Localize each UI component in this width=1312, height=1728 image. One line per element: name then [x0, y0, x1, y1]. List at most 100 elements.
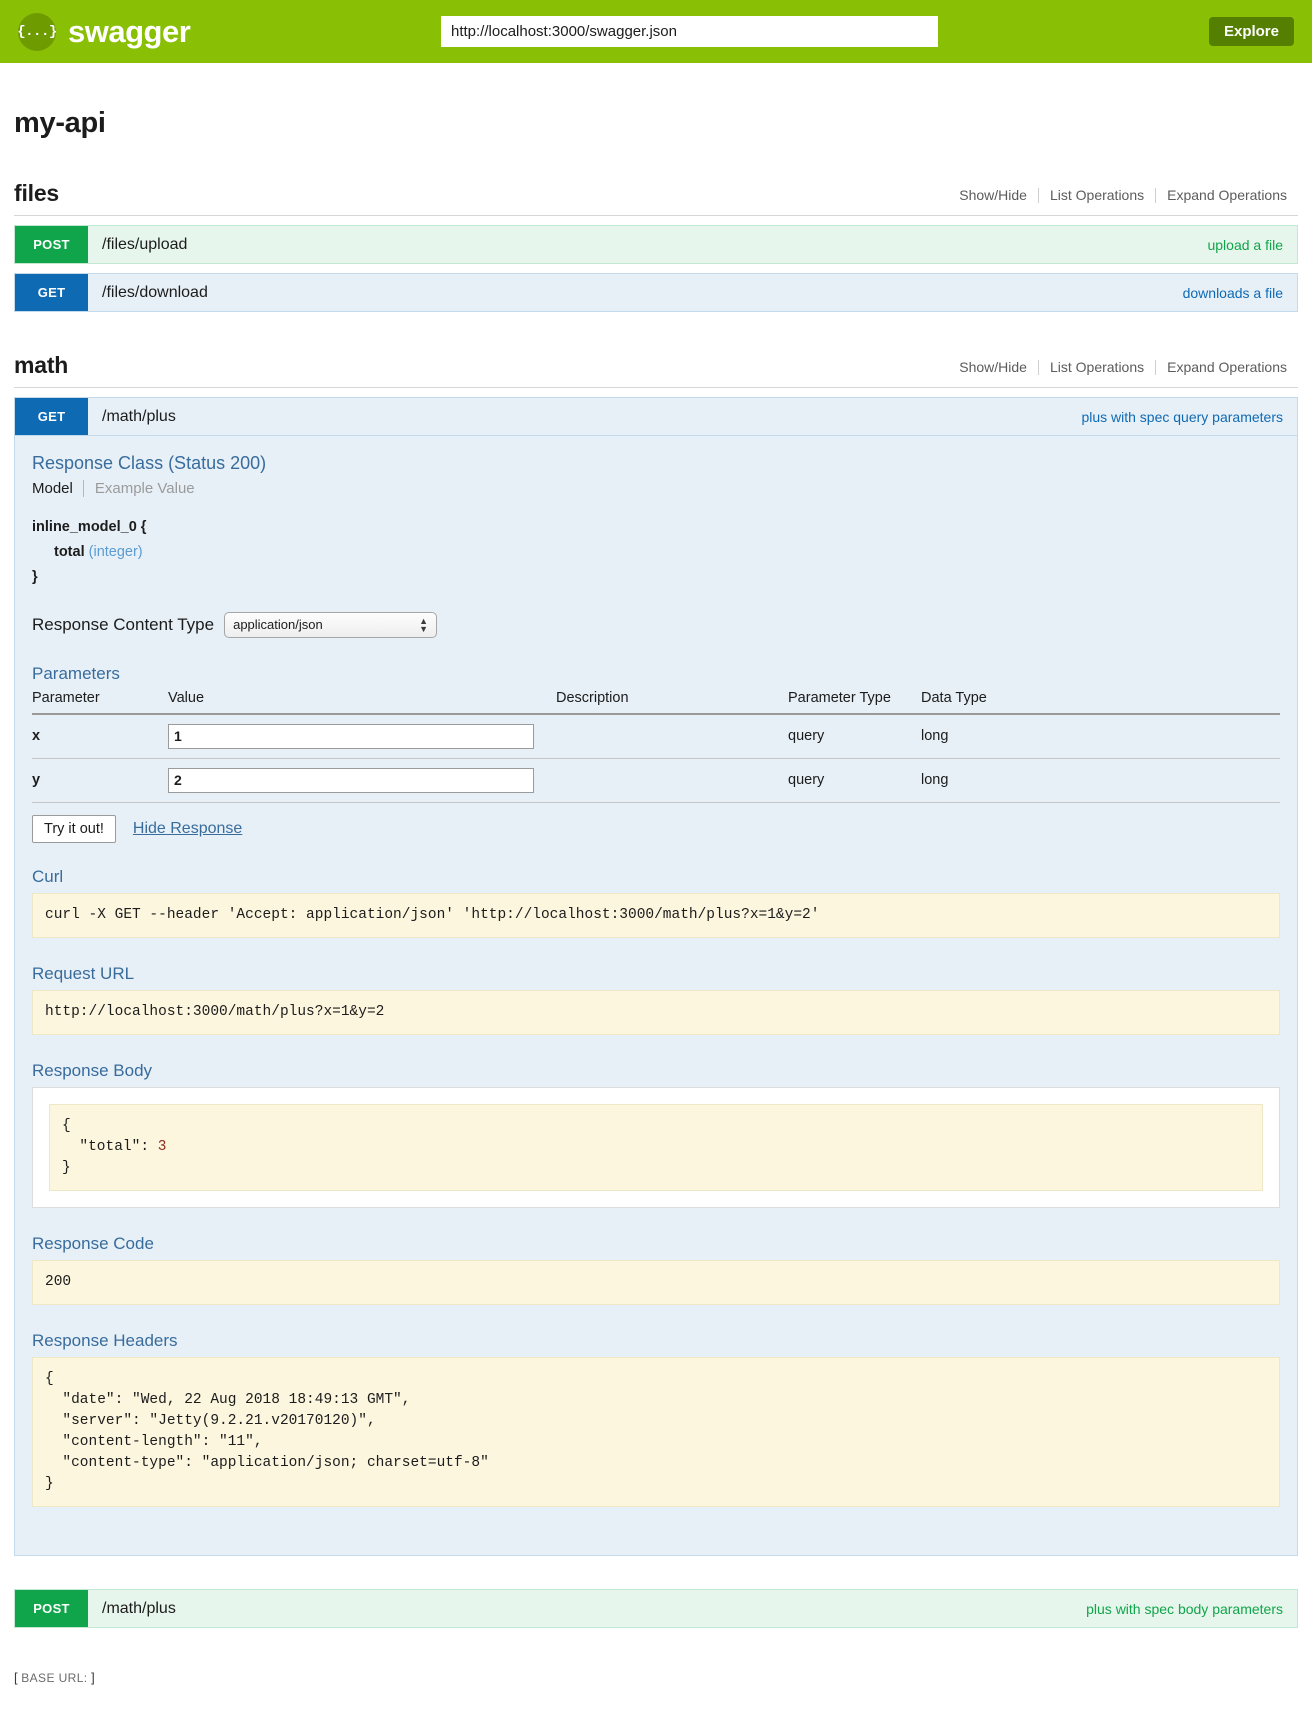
- response-body-title: Response Body: [32, 1060, 153, 1080]
- operation-path: /files/download: [102, 283, 208, 301]
- response-code-block: 200: [32, 1259, 1280, 1305]
- parameter-value-cell-x: [168, 713, 556, 759]
- parameter-name-x: x: [32, 713, 168, 759]
- braces-logo-icon: {...}: [17, 12, 57, 51]
- parameter-type-y: query: [788, 758, 921, 803]
- header-value: Value: [168, 689, 556, 715]
- parameters-header-row: Parameter Value Description Parameter Ty…: [32, 689, 1280, 715]
- hide-response-link[interactable]: Hide Response: [132, 819, 243, 837]
- spacer: [14, 1556, 1298, 1580]
- method-badge-post: POST: [15, 226, 88, 263]
- model-property-name: total: [54, 543, 85, 560]
- response-content-type-select[interactable]: application/json: [224, 611, 438, 638]
- response-class-title: Response Class (Status 200): [32, 453, 267, 473]
- request-url-block: http://localhost:3000/math/plus?x=1&y=2: [32, 989, 1280, 1035]
- model-property-row: total (integer): [32, 540, 1280, 565]
- operation-get-math-plus[interactable]: GET /math/plus plus with spec query para…: [14, 397, 1298, 436]
- tab-divider: [82, 480, 84, 497]
- operation-summary-row: /files/upload upload a file: [88, 226, 1297, 263]
- operation-summary-row: /math/plus plus with spec body parameter…: [88, 1590, 1297, 1627]
- option-divider: [1037, 187, 1039, 203]
- resource-name-files[interactable]: files: [14, 180, 60, 206]
- parameters-title: Parameters: [32, 663, 120, 683]
- swagger-logo[interactable]: {...} swagger: [17, 12, 191, 51]
- parameter-data-type-y: long: [921, 758, 1280, 803]
- resource-options-files: Show/Hide List Operations Expand Operati…: [948, 187, 1298, 207]
- option-divider: [1155, 359, 1157, 375]
- model-property-type: (integer): [88, 543, 143, 560]
- parameter-input-x[interactable]: [168, 723, 534, 749]
- resource-divider: [14, 387, 1298, 388]
- response-body-container: { "total": 3 }: [32, 1086, 1280, 1208]
- operation-path: /math/plus: [102, 407, 176, 425]
- parameter-input-y[interactable]: [168, 767, 534, 793]
- operation-description[interactable]: plus with spec body parameters: [1086, 1600, 1283, 1617]
- expand-operations-link-files[interactable]: Expand Operations: [1167, 187, 1287, 203]
- operation-description[interactable]: plus with spec query parameters: [1081, 408, 1283, 425]
- parameters-table: Parameter Value Description Parameter Ty…: [32, 689, 1280, 803]
- option-divider: [1037, 359, 1039, 375]
- footer: [ BASE URL: ]: [14, 1656, 1298, 1701]
- response-content-type-row: Response Content Type application/json ▲…: [32, 611, 1280, 638]
- parameter-value-cell-y: [168, 758, 556, 803]
- parameter-type-x: query: [788, 713, 921, 759]
- request-url-title: Request URL: [32, 963, 135, 983]
- list-operations-link-math[interactable]: List Operations: [1049, 359, 1145, 375]
- table-row: x query long: [32, 713, 1280, 759]
- operation-description[interactable]: upload a file: [1207, 236, 1283, 253]
- method-badge-get: GET: [15, 398, 88, 435]
- header-parameter-type: Parameter Type: [788, 689, 921, 715]
- response-body-open: {: [62, 1117, 71, 1134]
- explore-button[interactable]: Explore: [1208, 17, 1294, 46]
- response-body-block: { "total": 3 }: [49, 1103, 1263, 1191]
- resource-name-math[interactable]: math: [14, 352, 69, 378]
- response-headers-block: { "date": "Wed, 22 Aug 2018 18:49:13 GMT…: [32, 1356, 1280, 1507]
- tab-example-value[interactable]: Example Value: [94, 480, 195, 497]
- parameter-description-y: [556, 758, 788, 803]
- operation-summary-row: /math/plus plus with spec query paramete…: [88, 398, 1297, 435]
- show-hide-link-math[interactable]: Show/Hide: [959, 359, 1027, 375]
- main-content: my-api files Show/Hide List Operations E…: [0, 107, 1312, 1701]
- operation-post-math-plus[interactable]: POST /math/plus plus with spec body para…: [14, 1589, 1298, 1628]
- parameter-data-type-x: long: [921, 713, 1280, 759]
- resource-header-files: files Show/Hide List Operations Expand O…: [14, 180, 1298, 213]
- resource-divider: [14, 215, 1298, 216]
- model-signature: inline_model_0 { total (integer) }: [32, 515, 1280, 590]
- operation-summary-row: /files/download downloads a file: [88, 274, 1297, 311]
- option-divider: [1155, 187, 1157, 203]
- try-it-out-button[interactable]: Try it out!: [32, 814, 116, 843]
- parameter-description-x: [556, 713, 788, 759]
- operation-path: /files/upload: [102, 235, 188, 253]
- operation-description[interactable]: downloads a file: [1182, 284, 1283, 301]
- header-data-type: Data Type: [921, 689, 1280, 715]
- header-parameter: Parameter: [32, 689, 168, 715]
- list-operations-link-files[interactable]: List Operations: [1049, 187, 1145, 203]
- footer-bracket-close: ]: [91, 1670, 95, 1685]
- response-headers-title: Response Headers: [32, 1330, 178, 1350]
- response-body-value: 3: [157, 1138, 167, 1155]
- response-code-title: Response Code: [32, 1233, 154, 1253]
- method-badge-get: GET: [15, 274, 88, 311]
- resource-files: files Show/Hide List Operations Expand O…: [14, 180, 1298, 312]
- parameter-name-y: y: [32, 758, 168, 803]
- tab-model[interactable]: Model: [32, 480, 73, 497]
- resource-header-math: math Show/Hide List Operations Expand Op…: [14, 352, 1298, 385]
- show-hide-link-files[interactable]: Show/Hide: [959, 187, 1027, 203]
- response-content-type-label: Response Content Type: [32, 614, 215, 634]
- spec-url-input[interactable]: [441, 16, 938, 47]
- model-close-brace: }: [32, 568, 38, 585]
- operation-path: /math/plus: [102, 1599, 176, 1617]
- resource-options-math: Show/Hide List Operations Expand Operati…: [948, 359, 1298, 379]
- method-badge-post: POST: [15, 1590, 88, 1627]
- response-body-key: "total":: [62, 1138, 158, 1155]
- expand-operations-link-math[interactable]: Expand Operations: [1167, 359, 1287, 375]
- response-body-close: }: [62, 1159, 71, 1176]
- table-row: y query long: [32, 758, 1280, 803]
- operation-post-files-upload[interactable]: POST /files/upload upload a file: [14, 225, 1298, 264]
- api-title: my-api: [14, 107, 106, 139]
- footer-bracket-open: [: [14, 1670, 18, 1685]
- operation-details-panel: Response Class (Status 200) Model Exampl…: [14, 436, 1298, 1556]
- spec-url-form: [441, 16, 938, 47]
- operation-get-files-download[interactable]: GET /files/download downloads a file: [14, 273, 1298, 312]
